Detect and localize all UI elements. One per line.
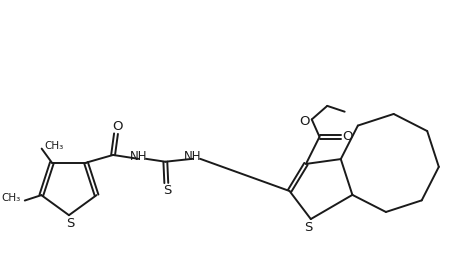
Text: O: O [300, 115, 310, 128]
Text: CH₃: CH₃ [45, 141, 64, 151]
Text: S: S [163, 184, 171, 197]
Text: S: S [66, 217, 74, 230]
Text: NH: NH [130, 150, 147, 163]
Text: S: S [304, 221, 312, 234]
Text: CH₃: CH₃ [2, 193, 21, 202]
Text: O: O [343, 130, 353, 143]
Text: NH: NH [184, 150, 201, 163]
Text: O: O [113, 120, 123, 133]
